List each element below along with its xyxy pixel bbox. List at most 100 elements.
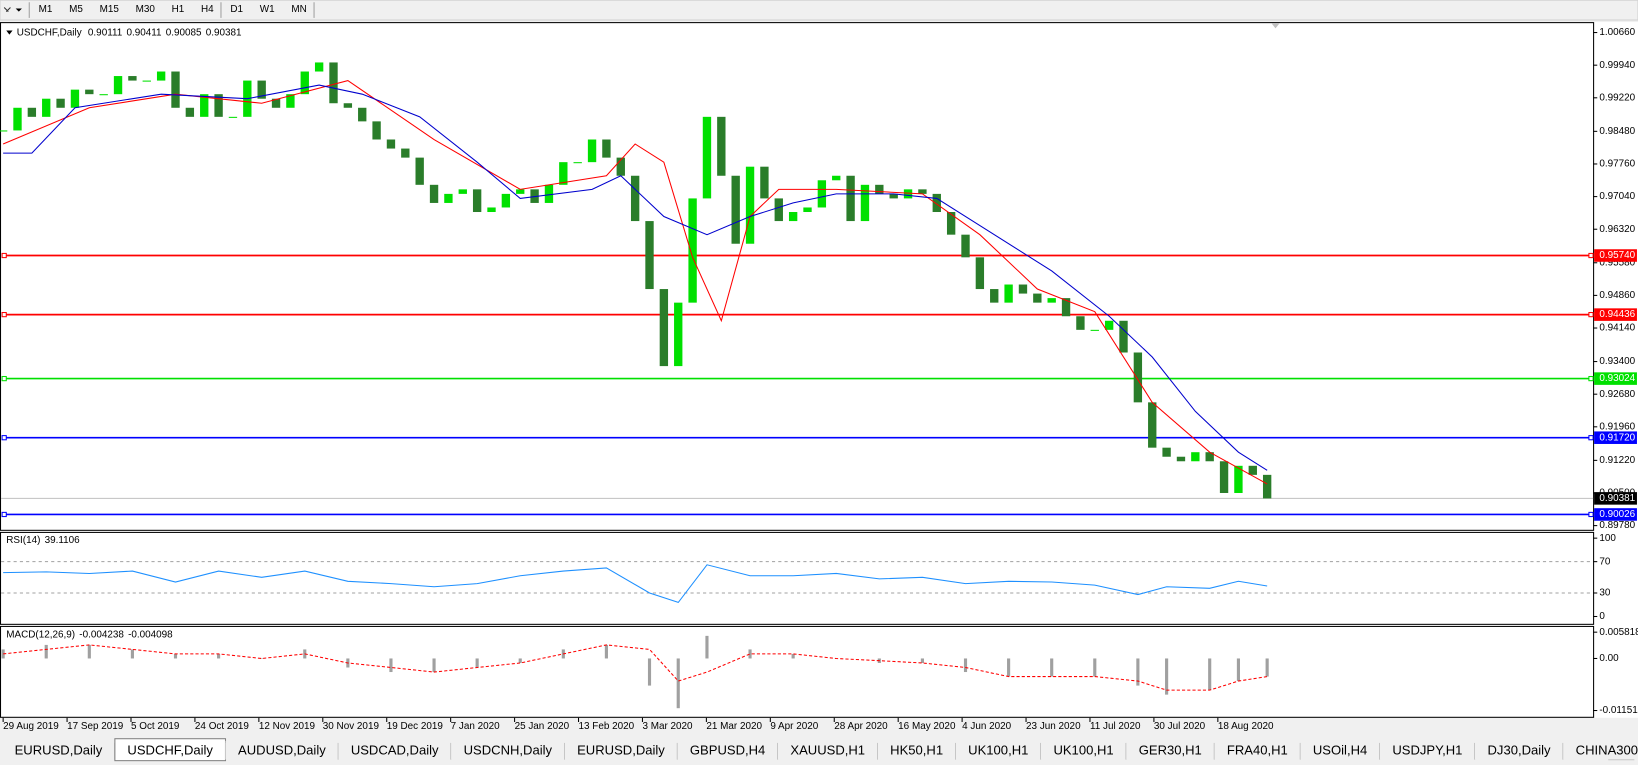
tab[interactable] [338, 740, 452, 760]
candle [70, 89, 80, 108]
level-box [1594, 508, 1637, 521]
candle [731, 175, 740, 244]
tab[interactable] [2, 740, 115, 760]
tab[interactable] [1379, 740, 1475, 760]
tab[interactable] [1214, 740, 1301, 760]
candle [13, 107, 22, 131]
candle [27, 107, 37, 117]
tab[interactable] [777, 740, 878, 760]
y-tick-label: 70 [1599, 556, 1611, 567]
timeframe-button[interactable]: MN [291, 4, 306, 15]
chart-title: USDCHF,Daily 0.90111 0.90411 0.90085 0.90381 [17, 27, 242, 38]
candle [343, 103, 353, 108]
tab-label[interactable]: UK100,H1 [968, 743, 1028, 758]
timeframe-button[interactable]: M30 [136, 4, 156, 15]
y-tick-label: 0.92680 [1599, 389, 1635, 400]
timeframe-button[interactable]: H4 [201, 4, 214, 15]
candle [717, 116, 726, 176]
tab[interactable] [1300, 740, 1380, 760]
current-price-box [1594, 492, 1637, 505]
candle [602, 139, 611, 158]
tab-label[interactable]: CHINA300,H1 [1576, 743, 1638, 758]
y-tick-label: 0.91220 [1599, 455, 1635, 466]
tab[interactable] [1126, 740, 1215, 760]
candle [300, 71, 309, 95]
candle [1104, 320, 1114, 330]
tab-label[interactable]: USDCHF,Daily [127, 743, 213, 758]
macd-bar [920, 658, 924, 663]
timeframe-button[interactable]: M5 [69, 4, 83, 15]
candle [372, 121, 381, 140]
level-box [1594, 308, 1637, 321]
macd-bar [173, 653, 178, 659]
candle [587, 139, 597, 163]
low: 0.90085 [166, 27, 202, 38]
tab-label[interactable]: GBPUSD,H4 [690, 743, 765, 758]
tab[interactable] [1563, 740, 1638, 760]
y-tick-label: 0.91960 [1599, 421, 1635, 432]
level-handle [1588, 435, 1594, 441]
timeframe-button[interactable]: D1 [230, 4, 243, 15]
candle [1004, 284, 1013, 303]
tab[interactable] [877, 740, 956, 760]
timeframe-button[interactable]: H1 [172, 4, 185, 15]
candle [0, 130, 8, 132]
cursor-icon[interactable] [3, 7, 11, 13]
candle [1176, 456, 1186, 462]
tab[interactable] [564, 740, 678, 760]
x-tick-label: 9 Apr 2020 [770, 721, 818, 732]
candle [846, 175, 855, 222]
macd-bar [87, 644, 91, 659]
tab[interactable] [451, 740, 565, 760]
macd-bar [1, 649, 5, 659]
x-tick-label: 5 Oct 2019 [131, 721, 180, 732]
level-handle [1, 375, 7, 382]
candle [1018, 284, 1028, 294]
tab-label[interactable]: XAUUSD,H1 [790, 743, 865, 758]
tab-label[interactable]: USDCAD,Daily [351, 743, 439, 758]
y-tick-label: 0.93400 [1599, 356, 1635, 367]
tab[interactable] [677, 740, 778, 760]
symbol: USDCHF,Daily [17, 27, 82, 38]
x-tick-label: 19 Dec 2019 [387, 721, 444, 732]
tab-label[interactable]: HK50,H1 [890, 743, 943, 758]
candle [1061, 298, 1071, 317]
macd-bar [1265, 658, 1269, 677]
tab-label[interactable]: UK100,H1 [1053, 743, 1113, 758]
level-box [1594, 249, 1637, 262]
macd-bar [260, 658, 264, 659]
tab-label[interactable]: USDJPY,H1 [1392, 743, 1462, 758]
candle [156, 71, 166, 81]
tab[interactable] [225, 740, 339, 760]
macd-bar [217, 653, 221, 659]
y-tick-label: 0 [1599, 611, 1605, 622]
tab-label[interactable]: FRA40,H1 [1227, 743, 1288, 758]
tab-label[interactable]: EURUSD,Daily [15, 743, 103, 758]
tab-label[interactable]: DJ30,Daily [1488, 743, 1552, 758]
candle [688, 198, 697, 303]
timeframe-button[interactable]: M15 [100, 4, 120, 15]
y-tick-label: 0.94860 [1599, 290, 1635, 301]
tab-label[interactable]: GER30,H1 [1139, 743, 1202, 758]
tab[interactable] [1474, 740, 1564, 760]
tab-label[interactable]: AUDUSD,Daily [238, 743, 326, 758]
dropdown-icon[interactable] [15, 8, 22, 12]
x-tick-label: 25 Jan 2020 [515, 721, 570, 732]
level-handle [1, 435, 7, 441]
tab[interactable] [1040, 740, 1127, 760]
macd-bar [389, 658, 393, 673]
x-tick-label: 21 Mar 2020 [706, 721, 762, 732]
candle [1262, 474, 1272, 499]
tab-label[interactable]: EURUSD,Daily [577, 743, 665, 758]
level-handle [1, 311, 7, 318]
timeframe-button[interactable]: W1 [260, 4, 275, 15]
timeframe-button[interactable]: M1 [39, 4, 53, 15]
tab[interactable] [955, 740, 1041, 760]
tab-label[interactable]: USDCNH,Daily [464, 743, 553, 758]
candle [200, 94, 209, 117]
level-handle [1, 511, 7, 518]
toolbar [0, 0, 1638, 21]
tab-label[interactable]: USOil,H4 [1313, 743, 1367, 758]
candle [889, 193, 898, 199]
